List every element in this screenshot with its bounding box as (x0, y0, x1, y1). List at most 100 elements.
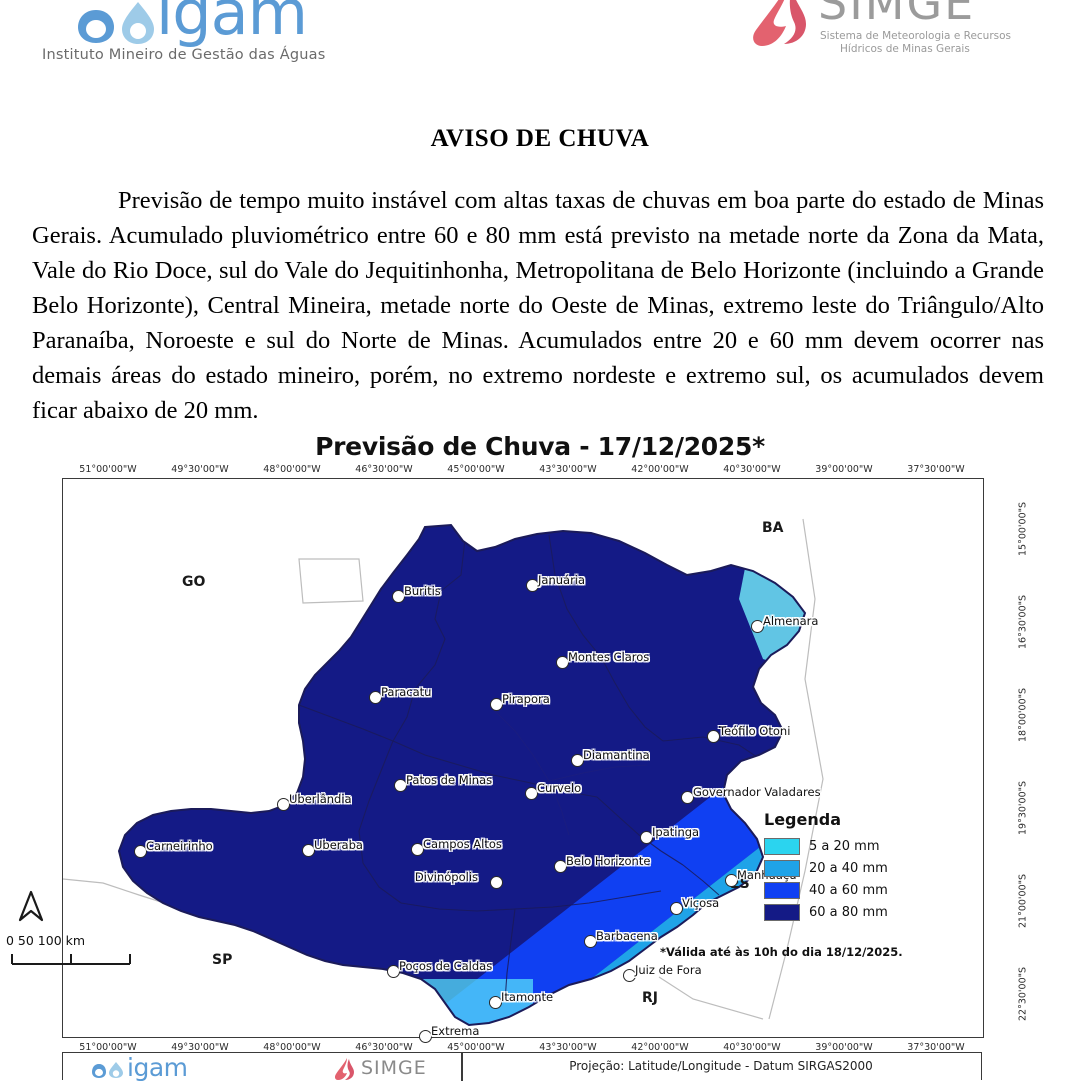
city-label: Ipatinga (652, 825, 700, 839)
scale-bar-labels: 0 50 100 km (6, 933, 86, 948)
longitude-tick-label: 39°00'00"W (815, 464, 873, 475)
simge-logo: SIMGE Sistema de Meteorologia e Recursos… (748, 0, 1048, 66)
city-dot-icon (554, 860, 567, 873)
latitude-tick-label: 15°00'00"S (1017, 502, 1029, 557)
minas-gerais-outline (117, 523, 807, 1027)
validity-note: *Válida até às 10h do dia 18/12/2025. (660, 945, 903, 959)
longitude-tick-label: 40°30'00"W (723, 464, 781, 475)
page-header: igam Instituto Mineiro de Gestão das Águ… (0, 0, 1080, 86)
legend-color-swatch (764, 903, 800, 921)
footer-igam-wordmark: igam (127, 1053, 188, 1082)
city-dot-icon (725, 874, 738, 887)
city-label: Uberlândia (289, 792, 352, 806)
city-dot-icon (302, 844, 315, 857)
legend-label: 40 a 60 mm (809, 882, 888, 898)
footer-simge-wordmark: SIMGE (361, 1057, 427, 1079)
city-label: Paracatu (381, 685, 432, 699)
longitude-tick-label: 49°30'00"W (171, 464, 229, 475)
map-footer-strip: igam SIMGE Projeção: Latitude/Longitude … (62, 1052, 982, 1082)
longitude-tick-label: 51°00'00"W (79, 464, 137, 475)
city-label: Itamonte (501, 990, 554, 1004)
mesoregion-boundaries (298, 534, 764, 1002)
map-figure: Previsão de Chuva - 17/12/2025* 51°00'00… (0, 420, 1080, 1080)
city-dot-icon (369, 691, 382, 704)
longitude-tick-label: 48°00'00"W (263, 1042, 321, 1053)
legend-label: 5 a 20 mm (809, 838, 880, 854)
longitude-tick-label: 51°00'00"W (79, 1042, 137, 1053)
city-dot-icon (623, 969, 636, 982)
city-dot-icon (277, 798, 290, 811)
city-label: Patos de Minas (406, 773, 493, 787)
longitude-tick-label: 43°30'00"W (539, 464, 597, 475)
city-label: Governador Valadares (693, 785, 821, 799)
longitude-tick-label: 45°00'00"W (447, 1042, 505, 1053)
city-label: Viçosa (682, 896, 720, 910)
legend-row: 20 a 40 mm (764, 858, 916, 878)
city-dot-icon (751, 620, 764, 633)
city-dot-icon (670, 902, 683, 915)
longitude-tick-label: 39°00'00"W (815, 1042, 873, 1053)
latitude-tick-label: 19°30'00"S (1017, 781, 1029, 836)
city-label: Montes Claros (568, 650, 650, 664)
scale-bar-icon (11, 954, 131, 965)
city-dot-icon (525, 787, 538, 800)
longitude-tick-label: 37°30'00"W (907, 464, 965, 475)
longitude-tick-label: 46°30'00"W (355, 1042, 413, 1053)
footer-divider (461, 1053, 463, 1081)
notice-body-text: Previsão de tempo muito instável com alt… (32, 186, 1044, 424)
igam-tagline: Instituto Mineiro de Gestão das Águas (42, 47, 326, 63)
longitude-tick-label: 40°30'00"W (723, 1042, 781, 1053)
city-label: Divinópolis (414, 870, 478, 884)
latitude-tick-label: 16°30'00"S (1017, 595, 1029, 650)
legend-row: 5 a 20 mm (764, 836, 916, 856)
north-arrow-icon (18, 890, 44, 922)
city-dot-icon (584, 935, 597, 948)
projection-text: Projeção: Latitude/Longitude - Datum SIR… (569, 1059, 873, 1073)
latitude-tick-label: 21°00'00"S (1017, 874, 1029, 929)
city-label: Almenara (763, 614, 819, 628)
igam-water-drops-icon-small (92, 1062, 123, 1078)
legend-row: 60 a 80 mm (764, 902, 916, 922)
city-dot-icon (490, 698, 503, 711)
city-dot-icon (640, 831, 653, 844)
city-dot-icon (707, 730, 720, 743)
city-label: Belo Horizonte (566, 854, 651, 868)
map-canvas[interactable] (62, 478, 984, 1038)
legend-color-swatch (764, 859, 800, 877)
legend-title: Legenda (764, 810, 841, 829)
city-dot-icon (411, 843, 424, 856)
longitude-tick-label: 42°00'00"W (631, 1042, 689, 1053)
city-label: Extrema (431, 1024, 480, 1038)
state-label-go: GO (182, 574, 206, 590)
city-label: Pirapora (502, 692, 550, 706)
state-label-sp: SP (212, 952, 233, 968)
legend-color-swatch (764, 881, 800, 899)
city-label: Poços de Caldas (399, 959, 493, 973)
rainfall-choropleth (63, 479, 983, 1037)
city-label: Buritis (404, 584, 441, 598)
longitude-tick-label: 45°00'00"W (447, 464, 505, 475)
city-dot-icon (490, 876, 503, 889)
river-network (492, 708, 648, 836)
city-label: Carneirinho (146, 839, 213, 853)
city-dot-icon (394, 779, 407, 792)
map-legend: Legenda 5 a 20 mm 20 a 40 mm 40 a 60 mm 60 … (764, 810, 916, 924)
legend-row: 40 a 60 mm (764, 880, 916, 900)
igam-water-drops-icon (78, 2, 154, 44)
simge-flame-icon-small (334, 1058, 354, 1080)
longitude-tick-label: 37°30'00"W (907, 1042, 965, 1053)
longitude-tick-label: 48°00'00"W (263, 464, 321, 475)
legend-label: 60 a 80 mm (809, 904, 888, 920)
city-dot-icon (392, 590, 405, 603)
city-label: Teófilo Otoni (719, 724, 791, 738)
city-label: Diamantina (583, 748, 650, 762)
longitude-tick-label: 46°30'00"W (355, 464, 413, 475)
latitude-tick-label: 18°00'00"S (1017, 688, 1029, 743)
city-dot-icon (489, 996, 502, 1009)
longitude-tick-label: 43°30'00"W (539, 1042, 597, 1053)
city-label: Campos Altos (423, 837, 502, 851)
latitude-tick-label: 22°30'00"S (1017, 967, 1029, 1022)
city-label: Curvelo (537, 781, 582, 795)
page-title: AVISO DE CHUVA (430, 124, 650, 152)
map-title: Previsão de Chuva - 17/12/2025* (315, 432, 765, 461)
